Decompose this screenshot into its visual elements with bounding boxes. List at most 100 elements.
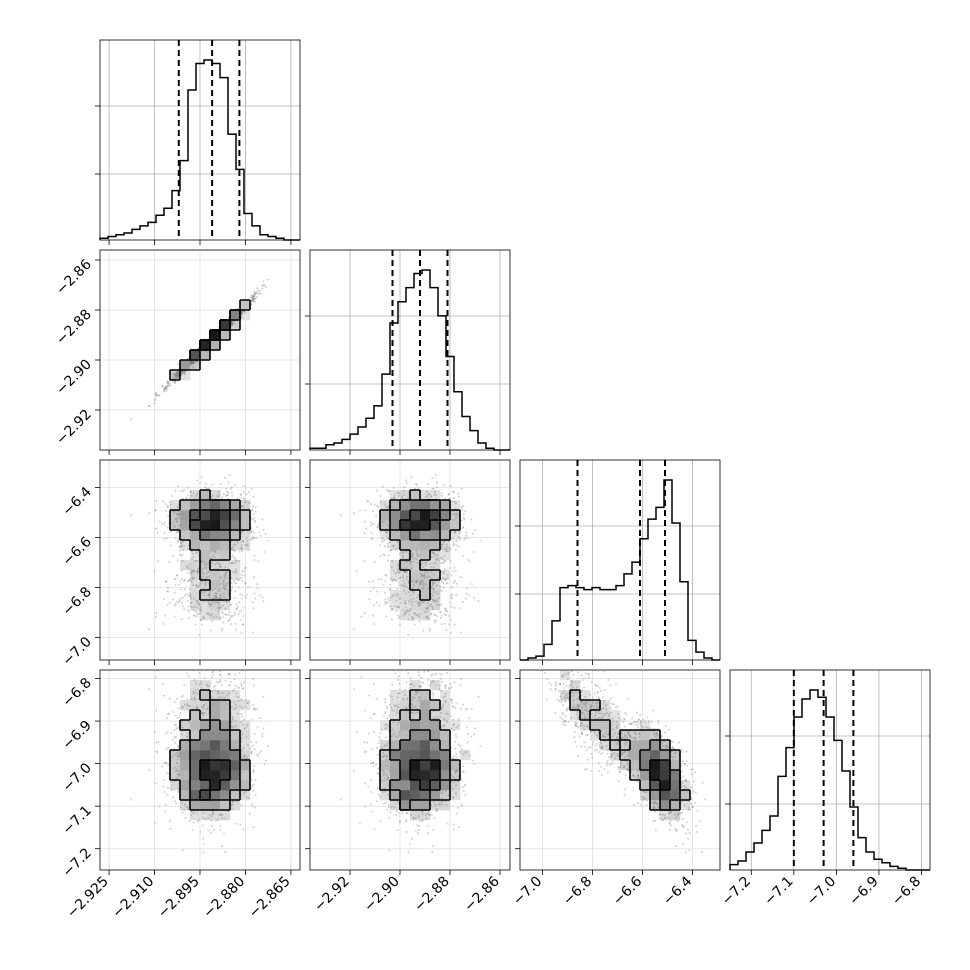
density-cell	[230, 520, 241, 531]
sample-point	[168, 560, 171, 563]
sample-point	[205, 702, 208, 705]
sample-point	[360, 615, 363, 618]
sample-point	[398, 494, 401, 497]
density-cell	[440, 520, 451, 531]
sample-point	[406, 812, 409, 815]
sample-point	[183, 607, 186, 610]
sample-point	[577, 755, 580, 758]
sample-point	[248, 502, 251, 505]
x-tick-label: −2.92	[311, 874, 353, 916]
sample-point	[193, 361, 196, 364]
sample-point	[455, 502, 458, 505]
density-cell	[230, 720, 241, 731]
sample-point	[411, 615, 414, 618]
sample-point	[601, 707, 604, 710]
density-cell	[180, 510, 191, 521]
sample-point	[384, 710, 387, 713]
sample-point	[233, 678, 236, 681]
sample-point	[372, 587, 375, 590]
sample-point	[452, 723, 455, 726]
sample-point	[404, 560, 407, 563]
sample-point	[567, 672, 570, 675]
sample-point	[463, 518, 466, 521]
sample-point	[429, 565, 432, 568]
sample-point	[208, 813, 211, 816]
sample-point	[449, 698, 452, 701]
density-cell	[430, 710, 441, 721]
sample-point	[263, 762, 266, 765]
density-cell	[420, 710, 431, 721]
sample-point	[167, 381, 170, 384]
sample-point	[216, 551, 219, 554]
sample-point	[423, 575, 426, 578]
sample-point	[208, 593, 211, 596]
sample-point	[230, 321, 233, 324]
density-cell	[410, 750, 421, 761]
sample-point	[396, 696, 399, 699]
sample-point	[574, 724, 577, 727]
sample-point	[662, 819, 665, 822]
sample-point	[385, 755, 388, 758]
sample-point	[644, 720, 647, 723]
sample-point	[177, 514, 180, 517]
sample-point	[382, 521, 385, 524]
density-cell	[210, 340, 221, 351]
sample-point	[665, 743, 668, 746]
sample-point	[459, 750, 462, 753]
sample-point	[190, 360, 193, 363]
sample-point	[604, 705, 607, 708]
sample-point	[158, 520, 161, 523]
sample-point	[404, 612, 407, 615]
sample-point	[451, 500, 454, 503]
sample-point	[240, 547, 243, 550]
sample-point	[245, 536, 248, 539]
sample-point	[438, 603, 441, 606]
sample-point	[415, 549, 418, 552]
sample-point	[405, 550, 408, 553]
sample-point	[207, 571, 210, 574]
sample-point	[416, 554, 419, 557]
sample-point	[180, 695, 183, 698]
sample-point	[444, 684, 447, 687]
sample-point	[173, 615, 176, 618]
sample-point	[685, 821, 688, 824]
sample-point	[574, 681, 577, 684]
sample-point	[174, 373, 177, 376]
sample-point	[176, 762, 179, 765]
sample-point	[465, 750, 468, 753]
sample-point	[180, 370, 183, 373]
sample-point	[363, 709, 366, 712]
sample-point	[403, 550, 406, 553]
sample-point	[365, 527, 368, 530]
density-cell	[380, 750, 391, 761]
density-cell	[650, 770, 661, 781]
sample-point	[584, 702, 587, 705]
density-cell	[400, 510, 411, 521]
sample-point	[207, 600, 210, 603]
sample-point	[163, 531, 166, 534]
sample-point	[595, 702, 598, 705]
sample-point	[234, 703, 237, 706]
density-cell	[430, 760, 441, 771]
sample-point	[415, 581, 418, 584]
density-cell	[390, 770, 401, 781]
sample-point	[623, 793, 626, 796]
sample-point	[433, 574, 436, 577]
sample-point	[188, 705, 191, 708]
sample-point	[575, 722, 578, 725]
sample-point	[180, 545, 183, 548]
sample-point	[411, 579, 414, 582]
sample-point	[199, 618, 202, 621]
sample-point	[580, 732, 583, 735]
sample-point	[261, 518, 264, 521]
sample-point	[230, 808, 233, 811]
sample-point	[464, 783, 467, 786]
density-cell	[640, 750, 651, 761]
sample-point	[236, 712, 239, 715]
sample-point	[162, 500, 165, 503]
sample-point	[674, 751, 677, 754]
sample-point	[199, 607, 202, 610]
density-cell	[200, 700, 211, 711]
sample-point	[674, 756, 677, 759]
sample-point	[377, 505, 380, 508]
